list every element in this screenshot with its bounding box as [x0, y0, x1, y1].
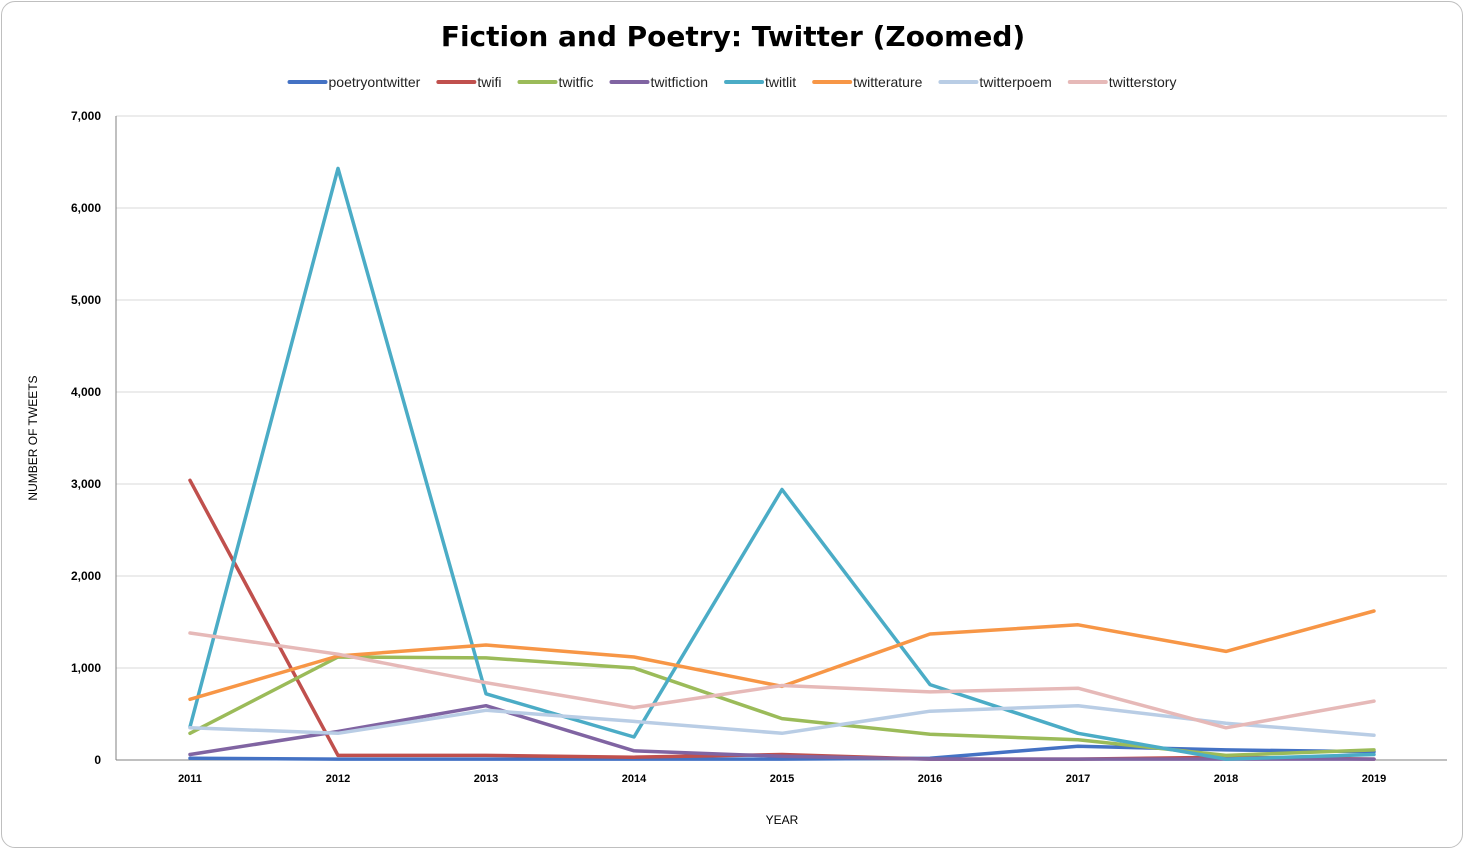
- x-axis-ticks: 2011 2012 2013 2014 2015 2016 2017 2018 2019: [178, 773, 1386, 785]
- legend-label: twitterstory: [1109, 74, 1177, 90]
- legend-label: poetryontwitter: [329, 74, 421, 90]
- y-tick-label: 6,000: [71, 201, 101, 215]
- x-tick-label: 2012: [326, 773, 350, 785]
- x-tick-label: 2019: [1362, 773, 1386, 785]
- x-axis-label: YEAR: [766, 813, 799, 827]
- y-tick-label: 7,000: [71, 109, 101, 123]
- y-tick-label: 4,000: [71, 385, 101, 399]
- series-line-twitfiction: [188, 703, 1376, 761]
- x-tick-label: 2015: [770, 773, 794, 785]
- x-tick-label: 2016: [918, 773, 942, 785]
- x-tick-label: 2017: [1066, 773, 1090, 785]
- series-line-twitterpoem: [188, 703, 1376, 737]
- legend-item-twitterpoem: twitterpoem: [938, 74, 1052, 90]
- legend-label: twitfic: [558, 74, 593, 90]
- series-line-twitfic: [188, 655, 1376, 758]
- y-tick-label: 5,000: [71, 293, 101, 307]
- y-axis-label: NUMBER OF TWEETS: [26, 375, 40, 500]
- y-axis-ticks: 0 1,000 2,000 3,000 4,000 5,000 6,000 7,000: [71, 109, 101, 767]
- gridlines: [116, 115, 1447, 669]
- x-tick-label: 2013: [474, 773, 498, 785]
- legend-item-poetryontwitter: poetryontwitter: [287, 74, 421, 90]
- x-tick-label: 2011: [178, 773, 202, 785]
- y-tick-label: 0: [94, 753, 101, 767]
- legend-item-twitfiction: twitfiction: [609, 74, 708, 90]
- series-lines: [188, 166, 1376, 761]
- y-tick-label: 2,000: [71, 569, 101, 583]
- series-line-twitlit: [188, 166, 1376, 761]
- legend-item-twitterature: twitterature: [812, 74, 923, 90]
- legend: poetryontwitter twifi twitfic twitfiction tw…: [287, 74, 1177, 90]
- legend-item-twitfic: twitfic: [517, 74, 593, 90]
- legend-item-twifi: twifi: [436, 74, 501, 90]
- y-tick-label: 1,000: [71, 661, 101, 675]
- legend-label: twitterpoem: [979, 74, 1051, 90]
- legend-label: twitfiction: [650, 74, 708, 90]
- chart-title: Fiction and Poetry: Twitter (Zoomed): [441, 20, 1025, 53]
- legend-item-twitterstory: twitterstory: [1067, 74, 1177, 90]
- legend-item-twitlit: twitlit: [724, 74, 796, 90]
- y-tick-label: 3,000: [71, 477, 101, 491]
- legend-label: twitterature: [853, 74, 922, 90]
- x-tick-label: 2014: [622, 773, 647, 785]
- series-line-twitterstory: [188, 631, 1376, 730]
- legend-label: twitlit: [765, 74, 796, 90]
- legend-label: twifi: [477, 74, 501, 90]
- x-tick-label: 2018: [1214, 773, 1238, 785]
